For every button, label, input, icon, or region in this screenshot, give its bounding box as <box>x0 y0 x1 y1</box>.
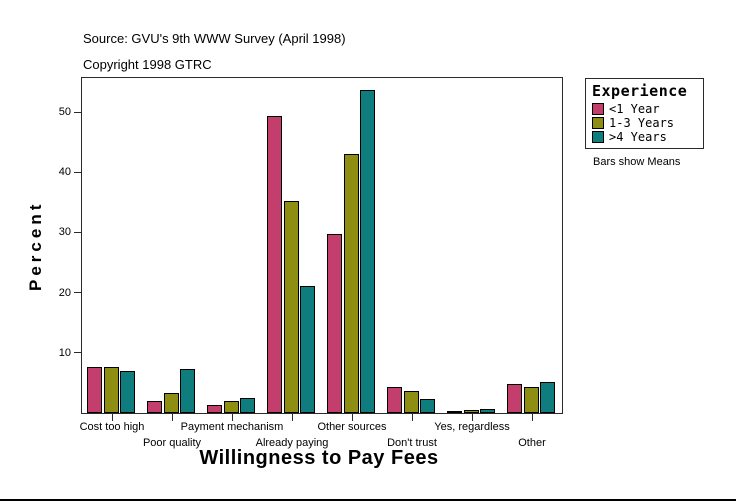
copyright-caption: Copyright 1998 GTRC <box>83 57 212 72</box>
legend-note: Bars show Means <box>593 156 681 168</box>
bar->4-years-payment-mechanism <box>240 397 256 413</box>
legend: Experience <1 Year 1-3 Years >4 Years <box>585 78 704 149</box>
x-tick-mark <box>471 414 473 421</box>
y-tick-mark <box>74 231 82 233</box>
y-axis-title: Percent <box>26 200 45 291</box>
y-tick-mark <box>74 171 82 173</box>
bar-<1-year-other-sources <box>327 234 343 413</box>
bar-<1-year-yes,-regardless <box>447 411 463 413</box>
bar-1-3-years-don't-trust <box>403 391 419 413</box>
x-tick-label-yes,-regardless: Yes, regardless <box>434 421 510 433</box>
legend-swatch-icon <box>592 103 604 115</box>
bar-1-3-years-other-sources <box>343 153 359 413</box>
x-tick-label-poor-quality: Poor quality <box>142 437 202 449</box>
legend-swatch-icon <box>592 131 604 143</box>
y-tick-label-10: 10 <box>58 346 71 359</box>
bar-<1-year-poor-quality <box>147 400 163 413</box>
x-axis-title: Willingness to Pay Fees <box>199 447 439 469</box>
bar->4-years-poor-quality <box>180 369 196 413</box>
bar-<1-year-other <box>507 384 523 413</box>
bar->4-years-cost-too-high <box>120 371 136 413</box>
bar-1-3-years-yes,-regardless <box>463 410 479 413</box>
bottom-border-line <box>0 499 736 501</box>
legend-swatch-icon <box>592 117 604 129</box>
y-tick-mark <box>74 292 82 294</box>
bar-<1-year-cost-too-high <box>87 367 103 413</box>
legend-entry: >4 Years <box>592 130 699 144</box>
legend-entry: 1-3 Years <box>592 116 699 130</box>
source-caption: Source: GVU's 9th WWW Survey (April 1998… <box>83 31 346 46</box>
legend-entry-label: 1-3 Years <box>609 116 675 130</box>
bar->4-years-yes,-regardless <box>480 408 496 413</box>
bar->4-years-don't-trust <box>420 398 436 413</box>
y-tick-mark <box>74 352 82 354</box>
y-tick-label-50: 50 <box>58 106 71 118</box>
bar->4-years-other <box>540 382 556 413</box>
plot-area <box>81 77 563 414</box>
x-tick-mark <box>411 414 413 421</box>
x-tick-mark <box>111 414 113 421</box>
legend-entry-label: >4 Years <box>609 130 667 144</box>
x-tick-mark <box>351 414 353 421</box>
bar-1-3-years-poor-quality <box>163 393 179 413</box>
bar-1-3-years-already-paying <box>283 201 299 413</box>
bar->4-years-already-paying <box>300 285 316 413</box>
bar-1-3-years-cost-too-high <box>103 367 119 413</box>
y-tick-label-30: 30 <box>58 226 71 239</box>
x-tick-label-other-sources: Other sources <box>317 421 387 433</box>
x-tick-mark <box>231 414 233 421</box>
x-tick-label-cost-too-high: Cost too high <box>79 421 145 433</box>
x-tick-label-already-paying: Already paying <box>255 437 329 449</box>
legend-entry: <1 Year <box>592 102 699 116</box>
bar-<1-year-don't-trust <box>387 386 403 413</box>
bar->4-years-other-sources <box>360 90 376 413</box>
x-tick-label-payment-mechanism: Payment mechanism <box>180 421 284 433</box>
x-tick-label-don't-trust: Don't trust <box>387 437 437 449</box>
x-tick-mark <box>291 414 293 421</box>
y-tick-mark <box>74 111 82 113</box>
x-tick-label-other: Other <box>518 437 546 449</box>
legend-entry-label: <1 Year <box>609 102 660 116</box>
bar-1-3-years-other <box>523 387 539 413</box>
y-tick-label-20: 20 <box>58 286 71 299</box>
x-tick-mark <box>171 414 173 421</box>
bar-<1-year-already-paying <box>267 115 283 413</box>
y-tick-label-40: 40 <box>58 166 71 179</box>
legend-entries: <1 Year 1-3 Years >4 Years <box>592 102 699 144</box>
legend-title: Experience <box>592 82 688 100</box>
bar-<1-year-payment-mechanism <box>207 404 223 413</box>
bar-1-3-years-payment-mechanism <box>223 400 239 413</box>
x-tick-mark <box>531 414 533 421</box>
